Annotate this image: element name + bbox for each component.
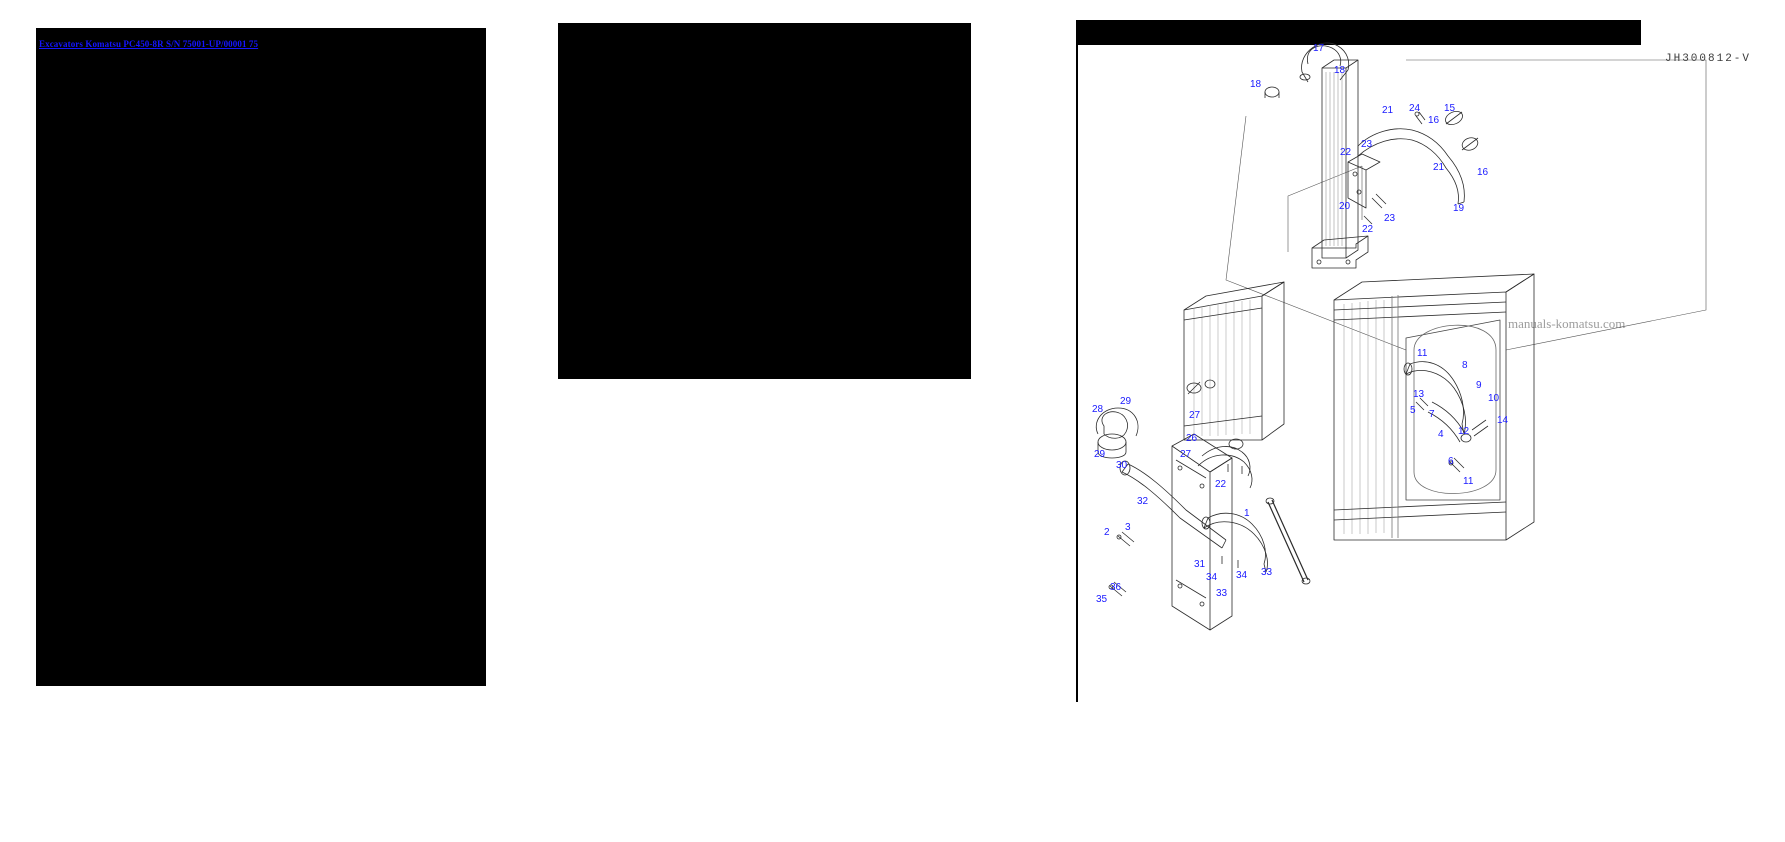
callout-16[interactable]: 16 bbox=[1428, 115, 1440, 126]
callout-18[interactable]: 18 bbox=[1250, 79, 1262, 90]
callout-2[interactable]: 2 bbox=[1104, 527, 1110, 538]
callout-22[interactable]: 22 bbox=[1340, 147, 1352, 158]
callout-10[interactable]: 10 bbox=[1488, 393, 1500, 404]
callout-14[interactable]: 14 bbox=[1497, 415, 1509, 426]
callout-33[interactable]: 33 bbox=[1261, 567, 1273, 578]
callout-16[interactable]: 16 bbox=[1477, 167, 1489, 178]
callout-4[interactable]: 4 bbox=[1438, 429, 1444, 440]
watermark-label: manuals-komatsu.com bbox=[1508, 316, 1626, 331]
callout-22[interactable]: 22 bbox=[1362, 224, 1374, 235]
callout-34[interactable]: 34 bbox=[1236, 570, 1248, 581]
callout-27[interactable]: 27 bbox=[1180, 449, 1192, 460]
drawing-code-label: JH300812-V bbox=[1665, 53, 1752, 65]
callout-21[interactable]: 21 bbox=[1382, 105, 1394, 116]
callout-31[interactable]: 31 bbox=[1194, 559, 1206, 570]
callout-30[interactable]: 30 bbox=[1116, 460, 1128, 471]
callout-11[interactable]: 11 bbox=[1417, 348, 1428, 359]
callout-28[interactable]: 28 bbox=[1092, 404, 1104, 415]
callout-26[interactable]: 26 bbox=[1186, 433, 1198, 444]
callout-29[interactable]: 29 bbox=[1094, 449, 1106, 460]
breadcrumb[interactable]: Excavators Komatsu PC450-8R S/N 75001-UP… bbox=[39, 39, 259, 49]
callout-7[interactable]: 7 bbox=[1429, 409, 1435, 420]
diagram-linework bbox=[1095, 42, 1707, 631]
callout-36[interactable]: 36 bbox=[1110, 582, 1122, 593]
diagram-top-band bbox=[1078, 20, 1641, 45]
callout-13[interactable]: 13 bbox=[1413, 389, 1425, 400]
callout-12[interactable]: 12 bbox=[1458, 426, 1470, 437]
callout-34[interactable]: 34 bbox=[1206, 572, 1218, 583]
callout-3[interactable]: 3 bbox=[1125, 522, 1131, 533]
callout-6[interactable]: 6 bbox=[1448, 456, 1454, 467]
secondary-viewer[interactable] bbox=[558, 23, 971, 379]
callout-18[interactable]: 18 bbox=[1334, 65, 1346, 76]
radiator-piping-diagram[interactable]: JH300812-V manuals-komatsu.com bbox=[1076, 20, 1785, 822]
parts-book-viewer[interactable]: Excavators Komatsu PC450-8R S/N 75001-UP… bbox=[36, 28, 486, 686]
callout-23[interactable]: 23 bbox=[1384, 213, 1396, 224]
callout-1[interactable]: 1 bbox=[1244, 508, 1250, 519]
callout-15[interactable]: 15 bbox=[1444, 103, 1456, 114]
callout-5[interactable]: 5 bbox=[1410, 405, 1416, 416]
callout-23[interactable]: 23 bbox=[1361, 139, 1373, 150]
callout-33[interactable]: 33 bbox=[1216, 588, 1228, 599]
callout-17[interactable]: 17 bbox=[1313, 43, 1325, 54]
callout-22[interactable]: 22 bbox=[1215, 479, 1227, 490]
diagram-left-rule bbox=[1076, 20, 1078, 702]
callout-9[interactable]: 9 bbox=[1476, 380, 1482, 391]
callout-24[interactable]: 24 bbox=[1409, 103, 1421, 114]
callout-20[interactable]: 20 bbox=[1339, 201, 1351, 212]
callout-35[interactable]: 35 bbox=[1096, 594, 1108, 605]
callout-19[interactable]: 19 bbox=[1453, 203, 1465, 214]
callout-29[interactable]: 29 bbox=[1120, 396, 1132, 407]
callout-21[interactable]: 21 bbox=[1433, 162, 1445, 173]
callout-32[interactable]: 32 bbox=[1137, 496, 1149, 507]
callout-27[interactable]: 27 bbox=[1189, 410, 1201, 421]
callout-8[interactable]: 8 bbox=[1462, 360, 1468, 371]
callout-11[interactable]: 11 bbox=[1463, 476, 1474, 487]
